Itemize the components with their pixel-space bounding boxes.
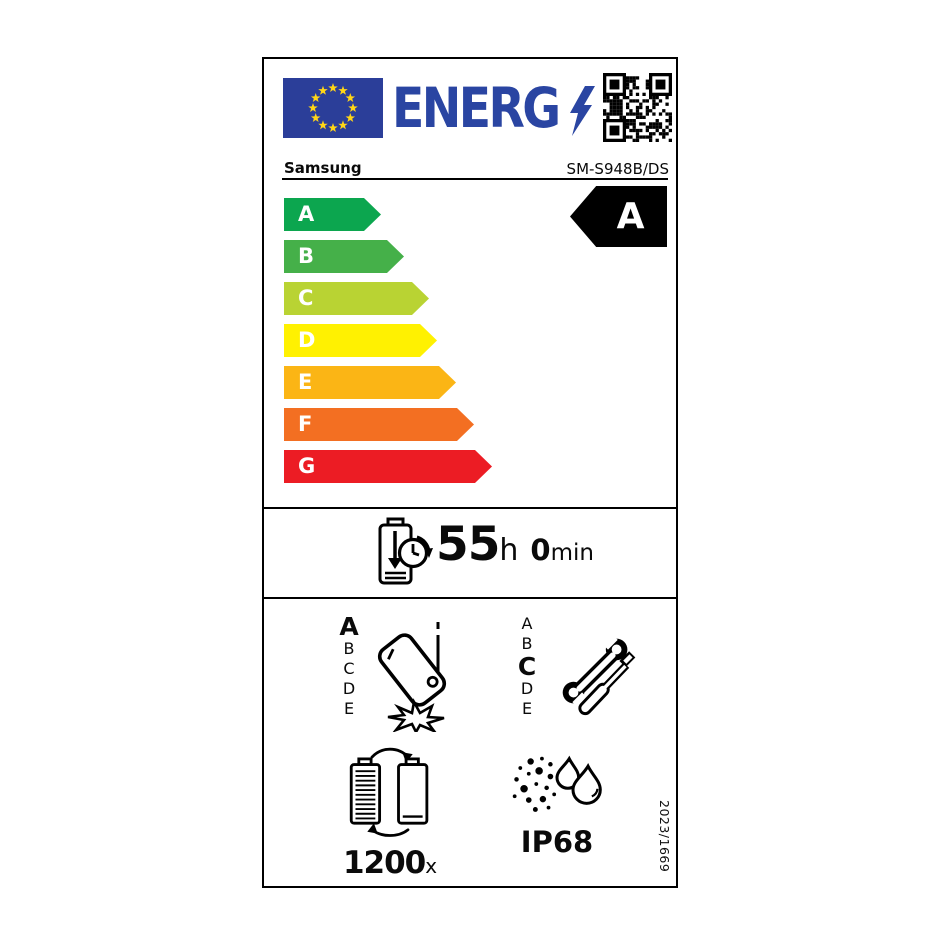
- drop-class-a: A: [339, 612, 359, 641]
- drop-class-e: E: [343, 699, 355, 718]
- repair-class-e: E: [521, 699, 533, 718]
- repairability-scale: A B C D E: [514, 614, 540, 719]
- regulation-number: 2023/1669: [657, 799, 672, 872]
- eu-energy-label: ENERG Samsung SM-S948B/DS A B C D E F G …: [262, 57, 678, 888]
- energy-class-bar-a: A: [284, 198, 381, 231]
- energy-class-bar-b: B: [284, 240, 404, 273]
- energy-class-bar-f: F: [284, 408, 474, 441]
- endurance-minutes: 0: [530, 533, 551, 567]
- energy-class-bar-g: G: [284, 450, 492, 483]
- header-divider: [282, 178, 668, 180]
- repair-class-d: D: [520, 679, 534, 698]
- qr-code: [603, 73, 672, 142]
- repair-class-a: A: [521, 614, 533, 633]
- rated-class-arrow: A: [570, 186, 667, 247]
- drop-class-c: C: [343, 659, 355, 678]
- model-number: SM-S948B/DS: [566, 160, 669, 178]
- energy-class-bar-c: C: [284, 282, 429, 315]
- energ-logo-text: ENERG: [392, 76, 561, 140]
- section-divider: [264, 507, 676, 509]
- repairability-block: A B C D E: [514, 614, 646, 720]
- ip-rating: IP68: [520, 825, 594, 859]
- endurance-hours: 55: [436, 517, 500, 572]
- endurance-hours-unit: h: [499, 533, 519, 568]
- eu-flag-icon: [283, 78, 383, 138]
- brand-name: Samsung: [284, 159, 362, 177]
- dust-water-icon: [512, 755, 602, 812]
- energy-class-scale: A B C D E F G: [284, 198, 492, 492]
- wrench-screwdriver-icon: [562, 633, 636, 716]
- lightning-bolt-icon: [570, 86, 595, 136]
- battery-cycles-block: 1200x: [310, 745, 470, 881]
- energy-class-bar-e: E: [284, 366, 456, 399]
- battery-recharge-cycle-icon: [349, 747, 429, 837]
- cycles-unit: x: [425, 854, 438, 878]
- cycles-number: 1200: [342, 845, 426, 881]
- drop-class-b: B: [343, 639, 355, 658]
- section-divider: [264, 597, 676, 599]
- drop-class-d: D: [342, 679, 356, 698]
- battery-cycles-value: 1200x: [310, 845, 470, 881]
- repair-class-c: C: [517, 652, 537, 681]
- drop-resistance-block: A B C D E: [336, 614, 468, 732]
- repair-class-b: B: [521, 634, 533, 653]
- falling-phone-icon: [377, 622, 447, 732]
- drop-resistance-scale: A B C D E: [336, 614, 362, 719]
- endurance-minutes-unit: min: [550, 540, 594, 566]
- battery-endurance-value: 55 h 0 min: [436, 517, 594, 573]
- energy-class-bar-d: D: [284, 324, 437, 357]
- battery-clock-icon: [378, 517, 433, 585]
- ingress-protection-block: IP68: [492, 753, 622, 859]
